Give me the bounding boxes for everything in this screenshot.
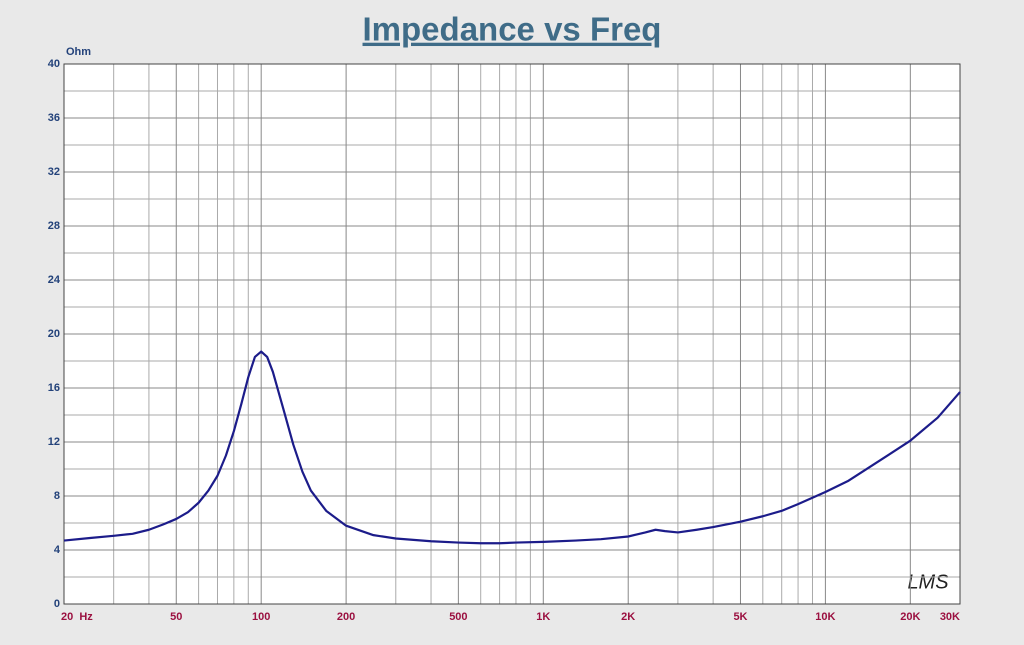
y-tick-label: 28 xyxy=(48,220,60,232)
x-tick-label: 50 xyxy=(170,611,182,623)
x-tick-label: 2K xyxy=(621,611,635,623)
x-tick-label: 20K xyxy=(900,611,920,623)
y-tick-label: 0 xyxy=(54,598,60,610)
x-tick-label: 20 Hz xyxy=(61,611,93,623)
y-tick-label: 24 xyxy=(48,274,61,286)
y-tick-label: 4 xyxy=(54,544,61,556)
x-tick-label: 30K xyxy=(940,611,960,623)
chart-title: Impedance vs Freq xyxy=(363,11,662,48)
y-tick-label: 40 xyxy=(48,58,60,70)
y-tick-label: 8 xyxy=(54,490,60,502)
y-axis-label: Ohm xyxy=(66,46,91,58)
x-tick-label: 10K xyxy=(815,611,835,623)
y-tick-label: 36 xyxy=(48,112,60,124)
x-tick-label: 1K xyxy=(536,611,550,623)
x-tick-label: 100 xyxy=(252,611,270,623)
y-tick-label: 12 xyxy=(48,436,60,448)
y-tick-label: 20 xyxy=(48,328,60,340)
y-tick-label: 32 xyxy=(48,166,60,178)
x-tick-label: 500 xyxy=(449,611,467,623)
y-tick-label: 16 xyxy=(48,382,60,394)
plot-frame xyxy=(63,63,961,605)
x-tick-label: 5K xyxy=(733,611,747,623)
watermark: LMS xyxy=(907,571,949,593)
impedance-line xyxy=(63,350,961,545)
x-tick-label: 200 xyxy=(337,611,355,623)
